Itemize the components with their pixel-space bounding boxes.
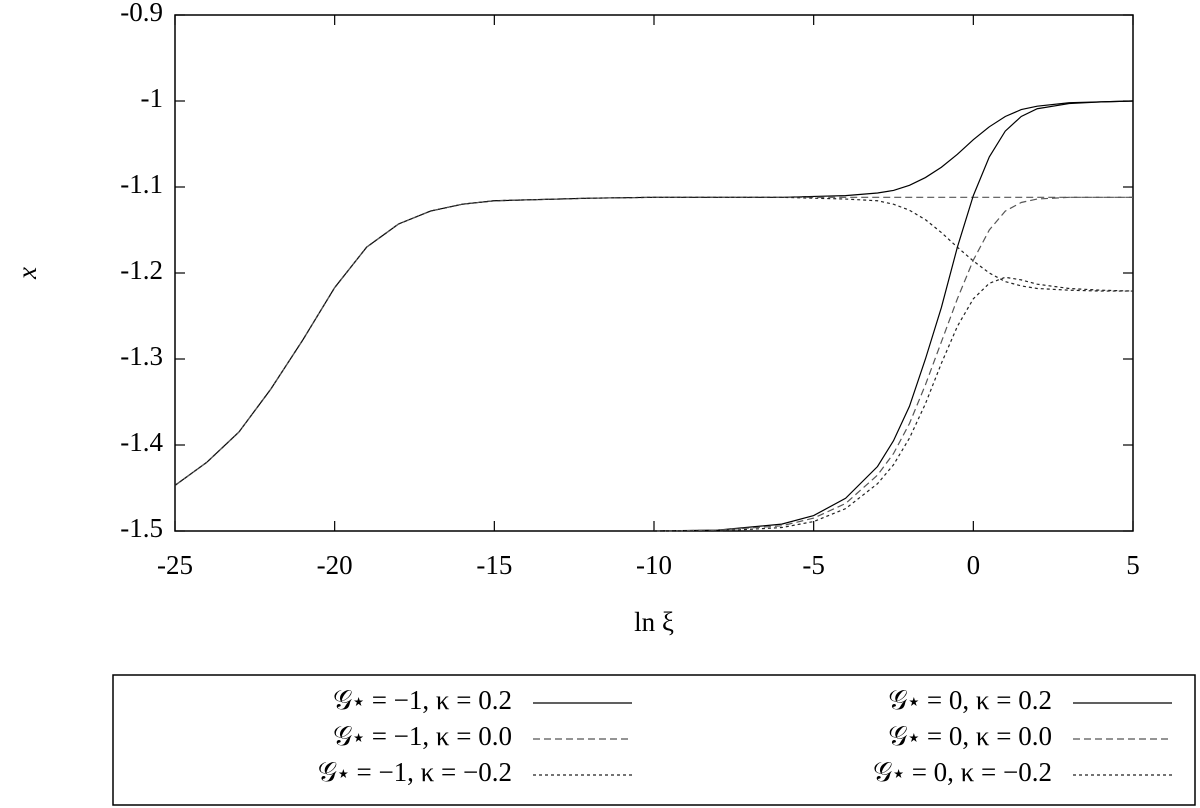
series-line	[174, 196, 1133, 486]
legend-label: 𝒢⋆ = −1, κ = 0.2	[333, 685, 512, 715]
legend-label: 𝒢⋆ = −1, κ = 0.0	[333, 721, 512, 751]
legend-label: 𝒢⋆ = 0, κ = −0.2	[873, 757, 1052, 787]
y-tick-label: -0.9	[120, 0, 163, 27]
y-tick-label: -1	[141, 83, 164, 113]
legend-label: 𝒢⋆ = 0, κ = 0.0	[888, 721, 1052, 751]
y-tick-label: -1.4	[120, 427, 163, 457]
x-tick-label: -5	[802, 550, 825, 580]
series-line	[653, 100, 1134, 532]
y-tick-label: -1.3	[120, 341, 163, 371]
x-tick-label: 5	[1126, 550, 1140, 580]
x-axis-label: ln ξ	[634, 607, 674, 637]
plot-frame	[174, 14, 1134, 532]
x-tick-label: 0	[967, 550, 981, 580]
x-tick-label: -15	[476, 550, 512, 580]
series-line	[654, 276, 1134, 532]
series-line	[174, 100, 1134, 486]
legend-label: 𝒢⋆ = −1, κ = −0.2	[318, 757, 512, 787]
legend-label: 𝒢⋆ = 0, κ = 0.2	[888, 685, 1052, 715]
x-tick-label: -20	[317, 550, 353, 580]
series-line	[174, 196, 1133, 486]
y-axis-label: x	[12, 267, 42, 280]
y-tick-label: -1.1	[120, 169, 163, 199]
x-tick-label: -10	[636, 550, 672, 580]
series-line	[653, 196, 1133, 532]
legend-frame	[112, 674, 1196, 806]
y-tick-label: -1.5	[120, 513, 163, 543]
x-tick-label: -25	[157, 550, 193, 580]
y-tick-label: -1.2	[120, 255, 163, 285]
